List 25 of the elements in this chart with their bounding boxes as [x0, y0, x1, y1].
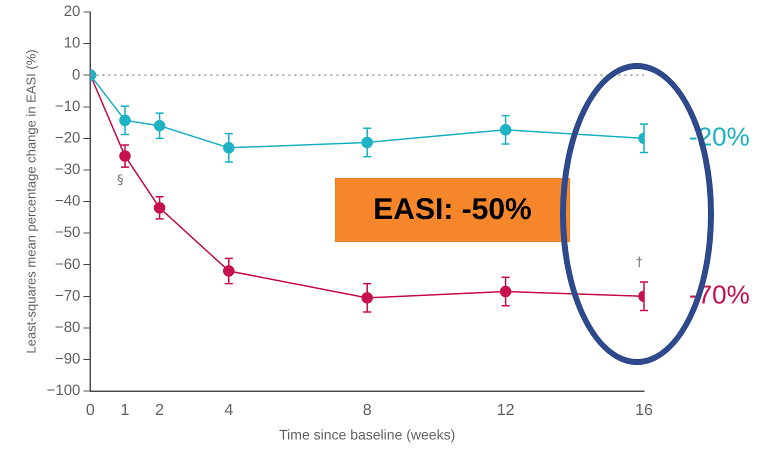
annotation: EASI: -50% [335, 178, 570, 242]
y-tick-label: −70 [54, 287, 80, 304]
y-tick-label: −40 [54, 192, 80, 210]
annotation: § [117, 173, 124, 188]
y-tick-label: 10 [64, 34, 80, 52]
x-tick-label: 8 [362, 402, 372, 420]
y-axis-title: Least-squares mean percentage change in EASI (%) [23, 49, 38, 354]
y-tick-label: −30 [54, 161, 80, 178]
y-tick-label: −90 [54, 350, 80, 368]
x-tick-label: 0 [86, 402, 95, 420]
x-tick-label: 4 [224, 402, 234, 420]
y-tick-label: 0 [72, 66, 80, 84]
y-tick-label: −50 [54, 224, 80, 242]
x-tick-label: 1 [120, 402, 130, 420]
y-tick-label: −20 [54, 129, 80, 146]
y-tick-label: −80 [54, 318, 80, 336]
y-tick-label: −10 [54, 98, 80, 115]
x-tick-label: 16 [635, 402, 653, 420]
x-tick-label: 2 [155, 402, 164, 420]
x-tick-label: 12 [496, 402, 515, 420]
y-tick-label: 20 [64, 3, 80, 20]
annotation: † [636, 255, 642, 270]
x-axis-title: Time since baseline (weeks) [279, 426, 456, 442]
y-tick-label: −60 [54, 256, 80, 273]
y-tick-label: −100 [46, 382, 80, 400]
